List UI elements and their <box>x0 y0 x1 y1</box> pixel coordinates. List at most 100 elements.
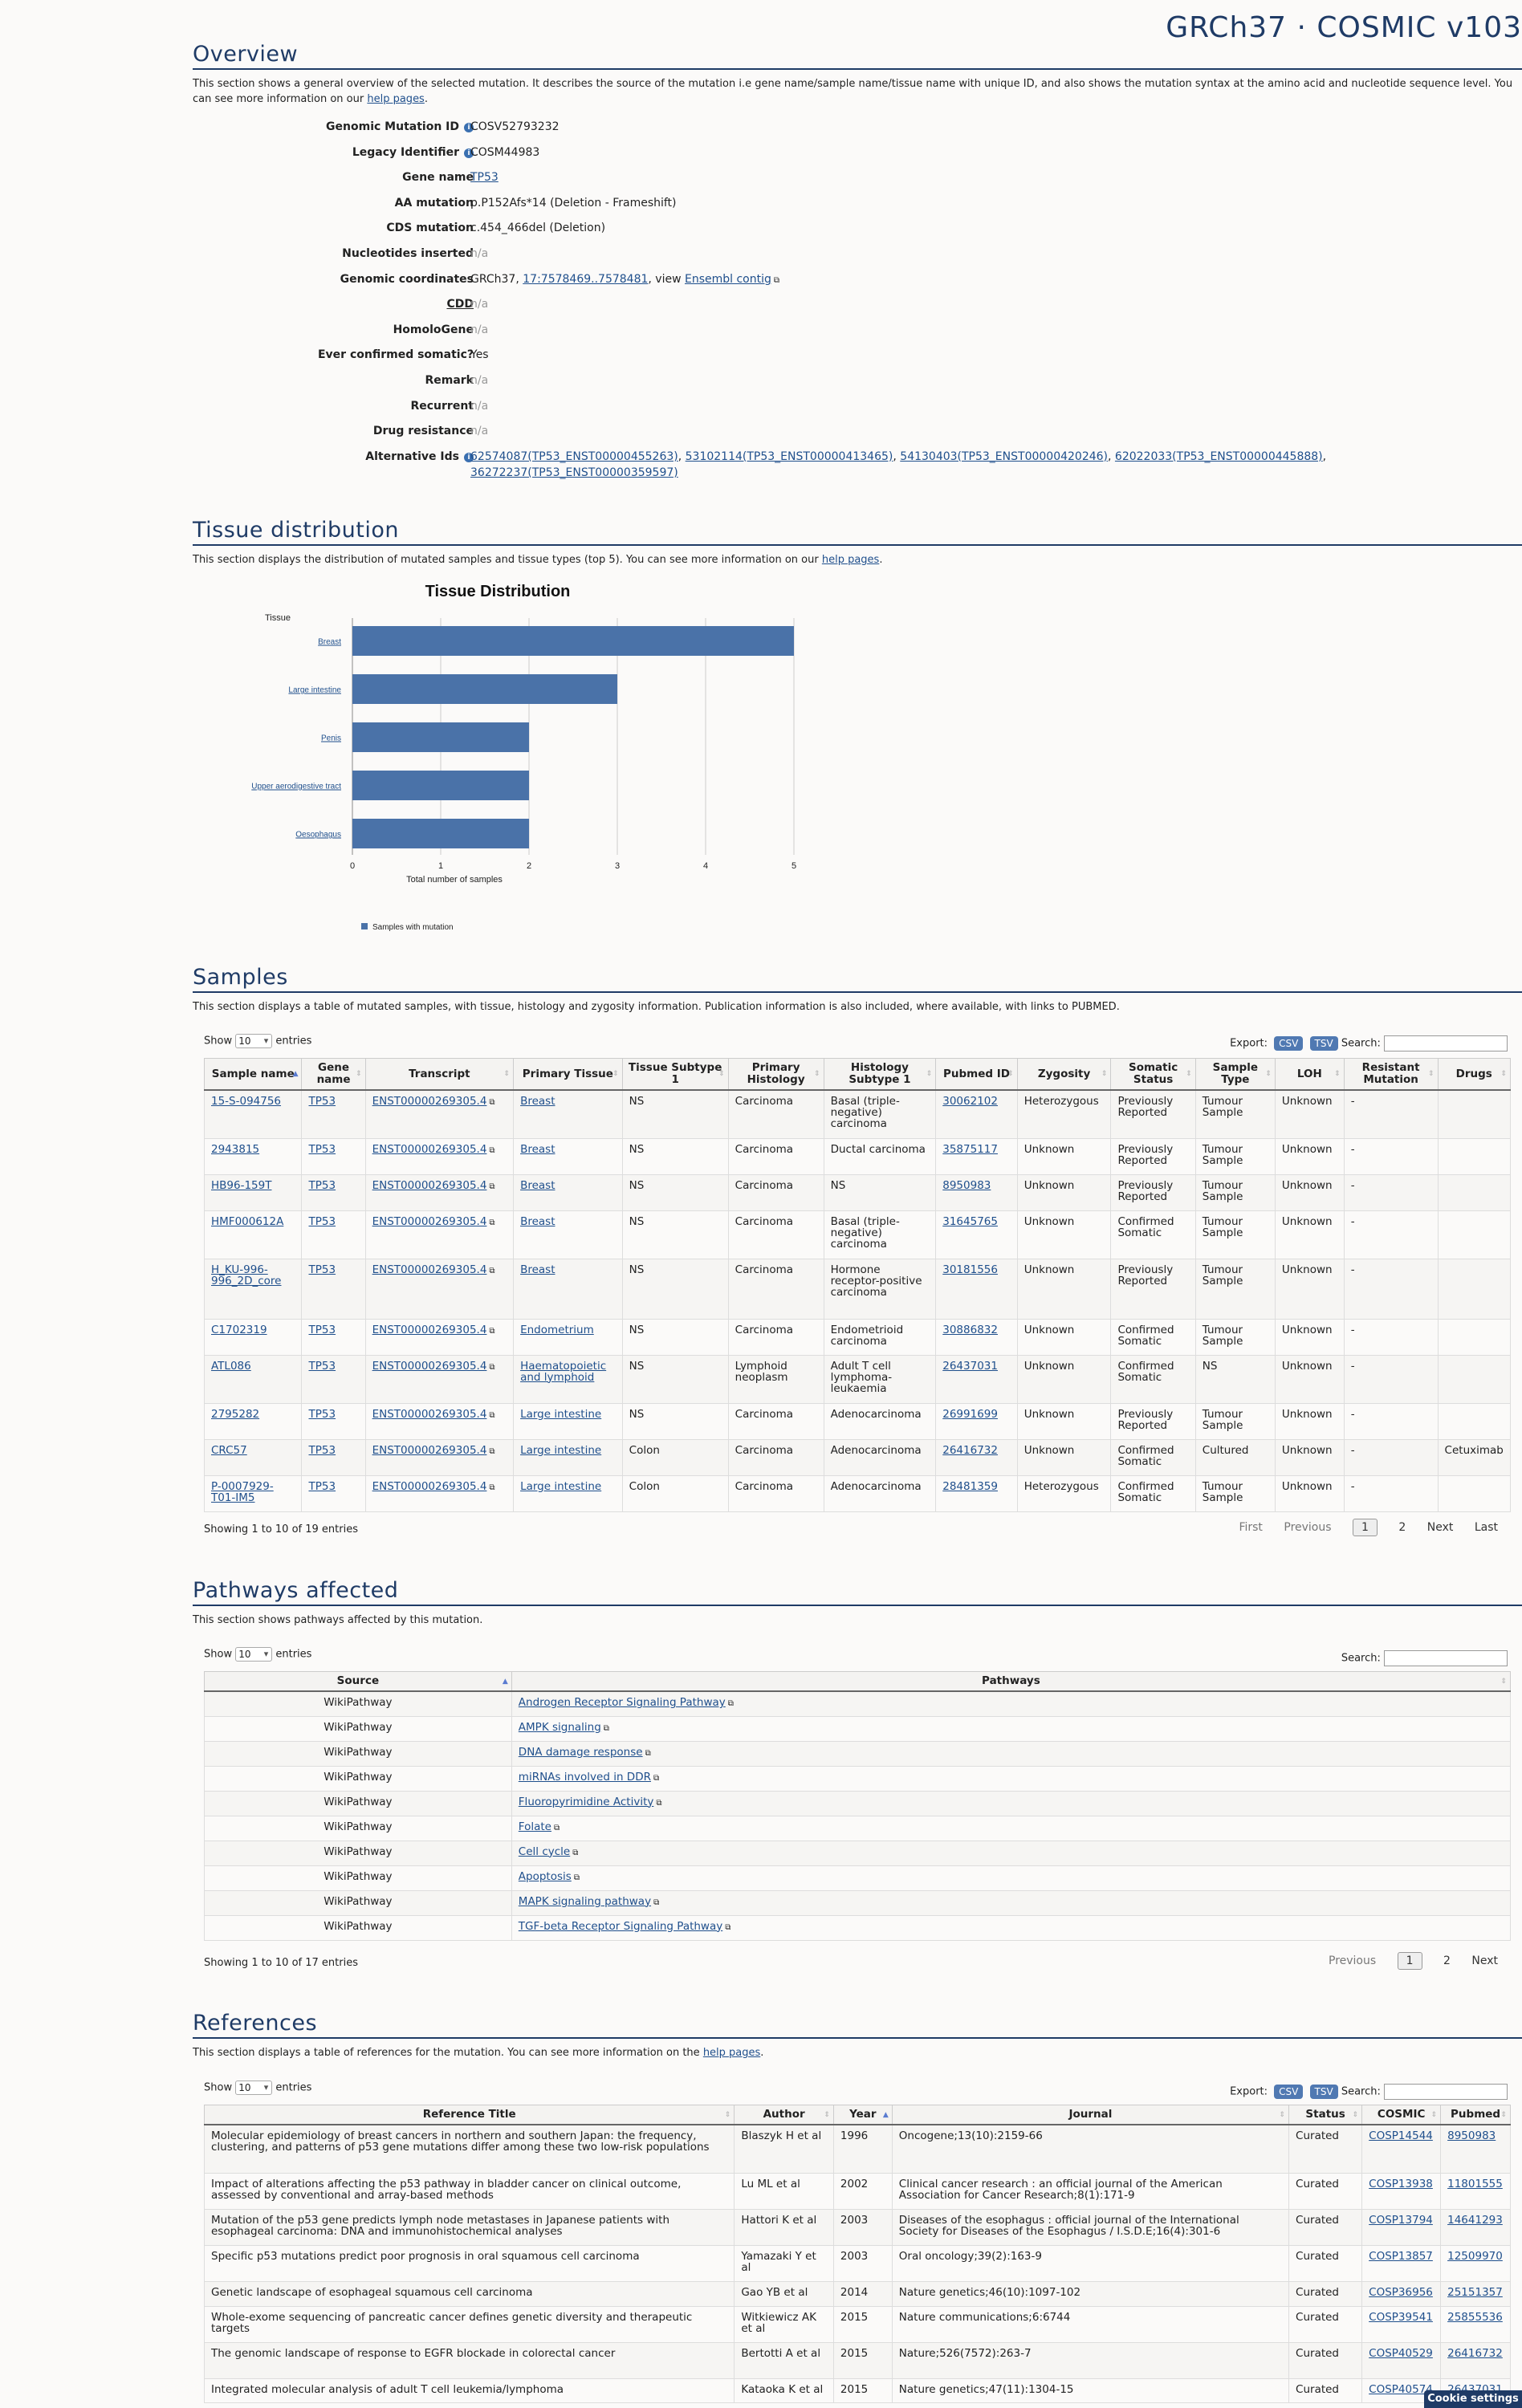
references-cell-link[interactable]: COSP40529 <box>1369 2346 1433 2360</box>
alternative-id-link[interactable]: 62022033(TP53_ENST00000445888) <box>1114 449 1323 463</box>
samples-cell-link[interactable]: TP53 <box>308 1359 336 1373</box>
chart-category-label[interactable]: Oesophagus <box>295 831 341 840</box>
samples-cell-link[interactable]: 30062102 <box>942 1095 998 1108</box>
samples-cell-link[interactable]: 30886832 <box>942 1323 998 1336</box>
samples-cell-link[interactable]: ENST00000269305.4 <box>372 1178 487 1192</box>
references-cell-link[interactable]: COSP13794 <box>1369 2213 1433 2227</box>
samples-cell-link[interactable]: C1702319 <box>211 1323 267 1336</box>
samples-cell-link[interactable]: Breast <box>520 1178 555 1192</box>
references-cell-link[interactable]: COSP39541 <box>1369 2310 1433 2324</box>
samples-cell-link[interactable]: 2943815 <box>211 1142 260 1156</box>
samples-search-input[interactable] <box>1384 1035 1508 1051</box>
pathways-column-header[interactable]: Pathways ⇕ <box>511 1671 1512 1692</box>
pathways-cell-link[interactable]: Apoptosis <box>518 1869 572 1883</box>
samples-cell-link[interactable]: TP53 <box>308 1479 336 1493</box>
references-export-csv-button[interactable]: CSV <box>1274 2085 1304 2099</box>
alternative-id-link[interactable]: 54130403(TP53_ENST00000420246) <box>900 449 1109 463</box>
chart-category-label[interactable]: Large intestine <box>288 686 341 695</box>
pathways-cell-link[interactable]: MAPK signaling pathway <box>518 1894 652 1908</box>
samples-cell-link[interactable]: ENST00000269305.4 <box>372 1359 487 1373</box>
samples-page-size-select[interactable]: 10 <box>235 1034 273 1048</box>
samples-cell-link[interactable]: TP53 <box>308 1263 336 1276</box>
samples-cell-link[interactable]: 31645765 <box>942 1214 998 1228</box>
references-cell-link[interactable]: 14641293 <box>1447 2213 1503 2227</box>
samples-cell-link[interactable]: CRC57 <box>211 1443 247 1457</box>
samples-first-button[interactable]: First <box>1239 1521 1263 1534</box>
samples-cell-link[interactable]: HMF000612A <box>211 1214 284 1228</box>
references-cell-link[interactable]: 25855536 <box>1447 2310 1503 2324</box>
samples-cell-link[interactable]: TP53 <box>308 1323 336 1336</box>
gene-link[interactable]: TP53 <box>470 171 499 185</box>
samples-cell-link[interactable]: P-0007929-T01-IM5 <box>211 1479 274 1504</box>
samples-cell-link[interactable]: ENST00000269305.4 <box>372 1263 487 1276</box>
samples-column-header[interactable]: Primary Tissue ⇕ <box>513 1058 623 1091</box>
pathways-cell-link[interactable]: miRNAs involved in DDR <box>518 1770 651 1784</box>
samples-last-button[interactable]: Last <box>1474 1521 1498 1534</box>
samples-cell-link[interactable]: ENST00000269305.4 <box>372 1214 487 1228</box>
alternative-id-link[interactable]: 62574087(TP53_ENST00000455263) <box>470 449 678 463</box>
references-cell-link[interactable]: COSP36956 <box>1369 2285 1433 2299</box>
samples-cell-link[interactable]: ENST00000269305.4 <box>372 1479 487 1493</box>
samples-cell-link[interactable]: 26991699 <box>942 1407 998 1421</box>
chart-category-label[interactable]: Breast <box>318 638 341 647</box>
references-help-link[interactable]: help pages <box>702 2047 761 2059</box>
samples-cell-link[interactable]: ENST00000269305.4 <box>372 1142 487 1156</box>
info-icon[interactable]: i <box>464 452 474 462</box>
pathways-cell-link[interactable]: DNA damage response <box>518 1745 643 1759</box>
references-cell-link[interactable]: COSP13938 <box>1369 2177 1433 2190</box>
info-icon[interactable]: i <box>464 148 474 158</box>
cookie-settings-button[interactable]: Cookie settings <box>1424 2390 1522 2408</box>
info-icon[interactable]: i <box>464 123 474 132</box>
samples-cell-link[interactable]: 30181556 <box>942 1263 998 1276</box>
samples-next-button[interactable]: Next <box>1426 1521 1454 1534</box>
samples-cell-link[interactable]: TP53 <box>308 1142 336 1156</box>
references-column-header[interactable]: Year ▲ <box>832 2105 893 2125</box>
samples-cell-link[interactable]: ENST00000269305.4 <box>372 1323 487 1336</box>
samples-column-header[interactable]: Drugs ⇕ <box>1437 1058 1512 1091</box>
samples-column-header[interactable]: Primary Histology ⇕ <box>727 1058 824 1091</box>
references-cell-link[interactable]: 8950983 <box>1447 2129 1496 2142</box>
samples-cell-link[interactable]: ENST00000269305.4 <box>372 1407 487 1421</box>
samples-page-2-button[interactable]: 2 <box>1398 1521 1406 1534</box>
references-column-header[interactable]: COSMIC ⇕ <box>1361 2105 1442 2125</box>
references-search-input[interactable] <box>1384 2084 1508 2100</box>
pathways-previous-button[interactable]: Previous <box>1329 1954 1377 1967</box>
chart-category-label[interactable]: Penis <box>321 734 341 743</box>
samples-cell-link[interactable]: ATL086 <box>211 1359 251 1373</box>
references-column-header[interactable]: Pubmed ⇕ <box>1440 2105 1511 2125</box>
references-column-header[interactable]: Author ⇕ <box>734 2105 834 2125</box>
samples-column-header[interactable]: Pubmed ID ⇕ <box>935 1058 1018 1091</box>
references-page-size-select[interactable]: 10 <box>235 2081 273 2095</box>
chart-category-label[interactable]: Upper aerodigestive tract <box>251 783 341 791</box>
samples-cell-link[interactable]: Breast <box>520 1214 555 1228</box>
ensembl-contig-link[interactable]: Ensembl contig <box>684 272 771 286</box>
alternative-id-link[interactable]: 36272237(TP53_ENST00000359597) <box>470 466 678 479</box>
pathways-next-button[interactable]: Next <box>1471 1954 1498 1967</box>
samples-column-header[interactable]: Sample Type ⇕ <box>1194 1058 1276 1091</box>
samples-column-header[interactable]: Transcript ⇕ <box>364 1058 515 1091</box>
pathways-cell-link[interactable]: Androgen Receptor Signaling Pathway <box>518 1696 726 1709</box>
references-cell-link[interactable]: 11801555 <box>1447 2177 1503 2190</box>
samples-cell-link[interactable]: Haematopoietic and lymphoid <box>520 1359 607 1384</box>
samples-previous-button[interactable]: Previous <box>1284 1521 1332 1534</box>
samples-export-csv-button[interactable]: CSV <box>1274 1036 1304 1051</box>
samples-column-header[interactable]: Somatic Status ⇕ <box>1110 1058 1196 1091</box>
samples-cell-link[interactable]: Breast <box>520 1263 555 1276</box>
references-cell-link[interactable]: 12509970 <box>1447 2249 1503 2263</box>
samples-cell-link[interactable]: 2795282 <box>211 1407 260 1421</box>
pathways-cell-link[interactable]: AMPK signaling <box>518 1720 601 1734</box>
samples-cell-link[interactable]: 8950983 <box>942 1178 991 1192</box>
samples-cell-link[interactable]: Large intestine <box>520 1443 602 1457</box>
samples-cell-link[interactable]: HB96-159T <box>211 1178 272 1192</box>
samples-cell-link[interactable]: Large intestine <box>520 1407 602 1421</box>
samples-export-tsv-button[interactable]: TSV <box>1309 1036 1338 1051</box>
pathways-cell-link[interactable]: TGF-beta Receptor Signaling Pathway <box>518 1919 723 1933</box>
samples-cell-link[interactable]: TP53 <box>308 1407 336 1421</box>
samples-cell-link[interactable]: ENST00000269305.4 <box>372 1443 487 1457</box>
samples-cell-link[interactable]: Breast <box>520 1142 555 1156</box>
samples-column-header[interactable]: Resistant Mutation ⇕ <box>1343 1058 1439 1091</box>
pathways-cell-link[interactable]: Cell cycle <box>518 1845 571 1858</box>
samples-column-header[interactable]: Zygosity ⇕ <box>1016 1058 1112 1091</box>
references-cell-link[interactable]: COSP40574 <box>1369 2382 1433 2396</box>
coordinates-link[interactable]: 17:7578469..7578481 <box>523 272 649 286</box>
